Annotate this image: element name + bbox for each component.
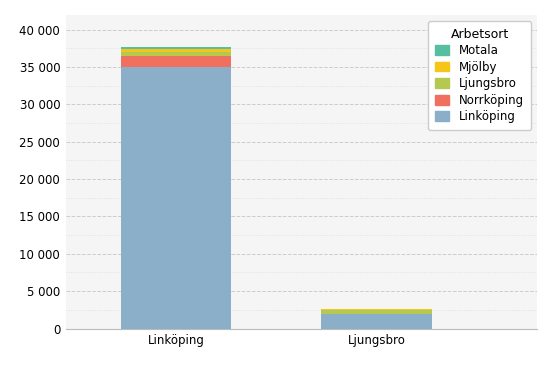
Bar (121, 49, 231, 52)
Bar (322, 314, 432, 328)
Bar (121, 56, 231, 67)
Legend: Motala, Mjölby, Ljungsbro, Norrköping, Linköping: Motala, Mjölby, Ljungsbro, Norrköping, L… (428, 20, 531, 130)
Bar (322, 309, 432, 310)
Bar (121, 47, 231, 49)
Bar (322, 310, 432, 314)
Bar (121, 52, 231, 56)
Bar (121, 67, 231, 329)
